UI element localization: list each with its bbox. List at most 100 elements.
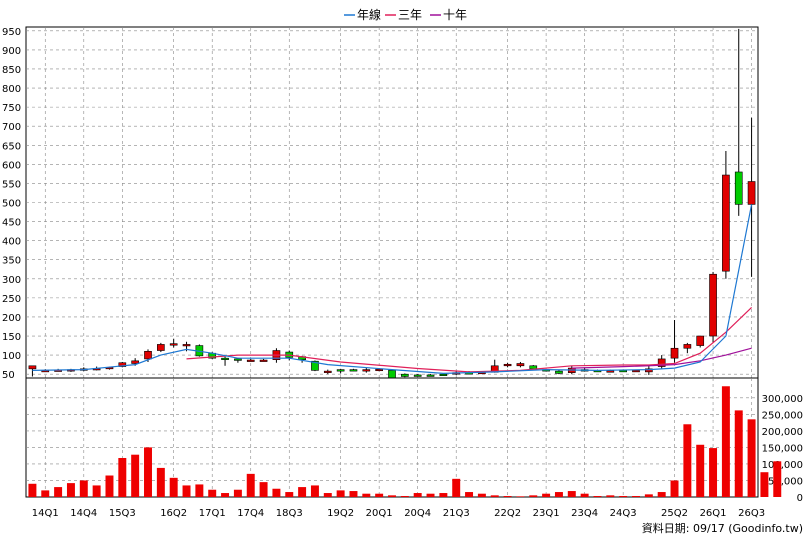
volume-bar <box>259 482 268 497</box>
volume-bar <box>465 492 474 497</box>
price-y-tick-label: 650 <box>2 141 21 152</box>
volume-bar <box>426 493 435 497</box>
moving-average-lines <box>32 204 753 375</box>
volume-bar <box>310 485 319 497</box>
candle-body <box>747 181 756 205</box>
price-y-tick-label: 150 <box>2 332 21 343</box>
volume-bar <box>41 490 50 497</box>
candle <box>413 374 422 377</box>
candle <box>157 342 165 353</box>
volume-bar <box>734 410 743 497</box>
price-y-tick-label: 350 <box>2 256 21 267</box>
candle <box>323 369 332 375</box>
candle-body <box>336 369 345 372</box>
candle <box>169 338 178 348</box>
volume-y-tick-label: 200,000 <box>762 427 803 438</box>
volume-bar <box>323 493 332 497</box>
volume-y-tick-label: 250,000 <box>762 410 803 421</box>
volume-bar <box>606 495 615 497</box>
volume-bar <box>760 472 769 497</box>
volume-bar <box>619 496 628 497</box>
x-tick-label: 18Q3 <box>276 508 303 519</box>
candle-body <box>311 360 319 371</box>
data-date-footer: 資料日期: 09/17 (Goodinfo.tw) <box>642 521 803 535</box>
volume-bar <box>709 448 718 497</box>
volume-bar <box>375 493 384 497</box>
candle <box>503 362 512 368</box>
price-y-tick-label: 50 <box>2 370 15 381</box>
volume-bar <box>118 457 127 497</box>
volume-bar <box>79 480 88 497</box>
candle-body <box>670 347 679 359</box>
x-tick-label: 19Q2 <box>327 508 354 519</box>
candle <box>645 365 653 375</box>
volume-bar <box>195 484 204 497</box>
candle-body <box>529 365 538 370</box>
candle-body <box>375 368 383 372</box>
volume-bar <box>182 485 191 497</box>
candle-body <box>555 370 563 374</box>
volume-bar <box>503 496 512 497</box>
candle <box>696 335 705 348</box>
candle <box>516 361 525 368</box>
volume-bar <box>66 483 75 497</box>
x-tick-label: 20Q1 <box>366 508 393 519</box>
volume-bar <box>593 496 602 497</box>
candle-body <box>722 174 730 272</box>
volume-y-axis: 0 50,000 100,000 150,000 200,000 250,000 300,0… <box>762 394 803 504</box>
candle-body <box>426 374 435 377</box>
volume-bar <box>567 491 576 497</box>
volume-bar <box>773 461 782 497</box>
candle-body <box>259 359 268 362</box>
candle <box>670 320 679 363</box>
x-tick-label: 23Q4 <box>571 508 598 519</box>
ten-year-line <box>571 347 752 369</box>
candle-body <box>144 350 152 360</box>
volume-bar <box>28 483 37 497</box>
volume-y-tick-label: 300,000 <box>762 394 803 405</box>
volume-bar <box>632 496 640 497</box>
candle <box>683 342 692 354</box>
x-tick-label: 17Q1 <box>199 508 226 519</box>
volume-bar <box>529 495 538 497</box>
three-year-line <box>186 306 753 373</box>
price-grid <box>26 27 758 378</box>
candle <box>401 373 409 378</box>
candle-body <box>362 369 371 372</box>
candle <box>246 358 255 362</box>
price-y-tick-label: 900 <box>2 46 21 57</box>
volume-bar <box>516 496 525 497</box>
volume-bar <box>298 487 307 497</box>
volume-bar <box>400 496 409 497</box>
candle-body <box>657 358 666 367</box>
volume-y-tick-label: 150,000 <box>762 443 803 454</box>
legend-label-year: 年線 <box>357 7 381 22</box>
price-y-tick-label: 250 <box>2 294 21 305</box>
x-tick-label: 15Q3 <box>109 508 136 519</box>
price-y-tick-label: 750 <box>2 103 21 114</box>
volume-bar <box>452 478 461 497</box>
volume-bar <box>747 419 756 497</box>
volume-bar <box>554 492 563 497</box>
candle-body <box>606 370 615 373</box>
candle-body <box>401 373 409 377</box>
price-y-tick-label: 400 <box>2 237 21 248</box>
price-y-tick-label: 950 <box>2 27 21 38</box>
candle <box>28 365 37 377</box>
candle <box>426 374 435 377</box>
volume-bar <box>388 495 396 497</box>
x-tick-label: 26Q1 <box>700 508 727 519</box>
x-tick-label: 14Q4 <box>70 508 97 519</box>
volume-y-tick-label: 0 <box>797 493 803 504</box>
volume-bar <box>362 493 371 497</box>
volume-bar <box>221 493 230 497</box>
volume-bar <box>644 494 653 497</box>
volume-bar <box>233 489 242 497</box>
legend-label-ten-year: 十年 <box>443 8 467 22</box>
legend: 年線 三年 十年 <box>344 7 467 22</box>
candle-body <box>683 344 692 349</box>
volume-bars <box>28 386 782 497</box>
candle <box>734 28 743 216</box>
volume-panel: 0 50,000 100,000 150,000 200,000 250,000 300,0… <box>25 377 803 504</box>
